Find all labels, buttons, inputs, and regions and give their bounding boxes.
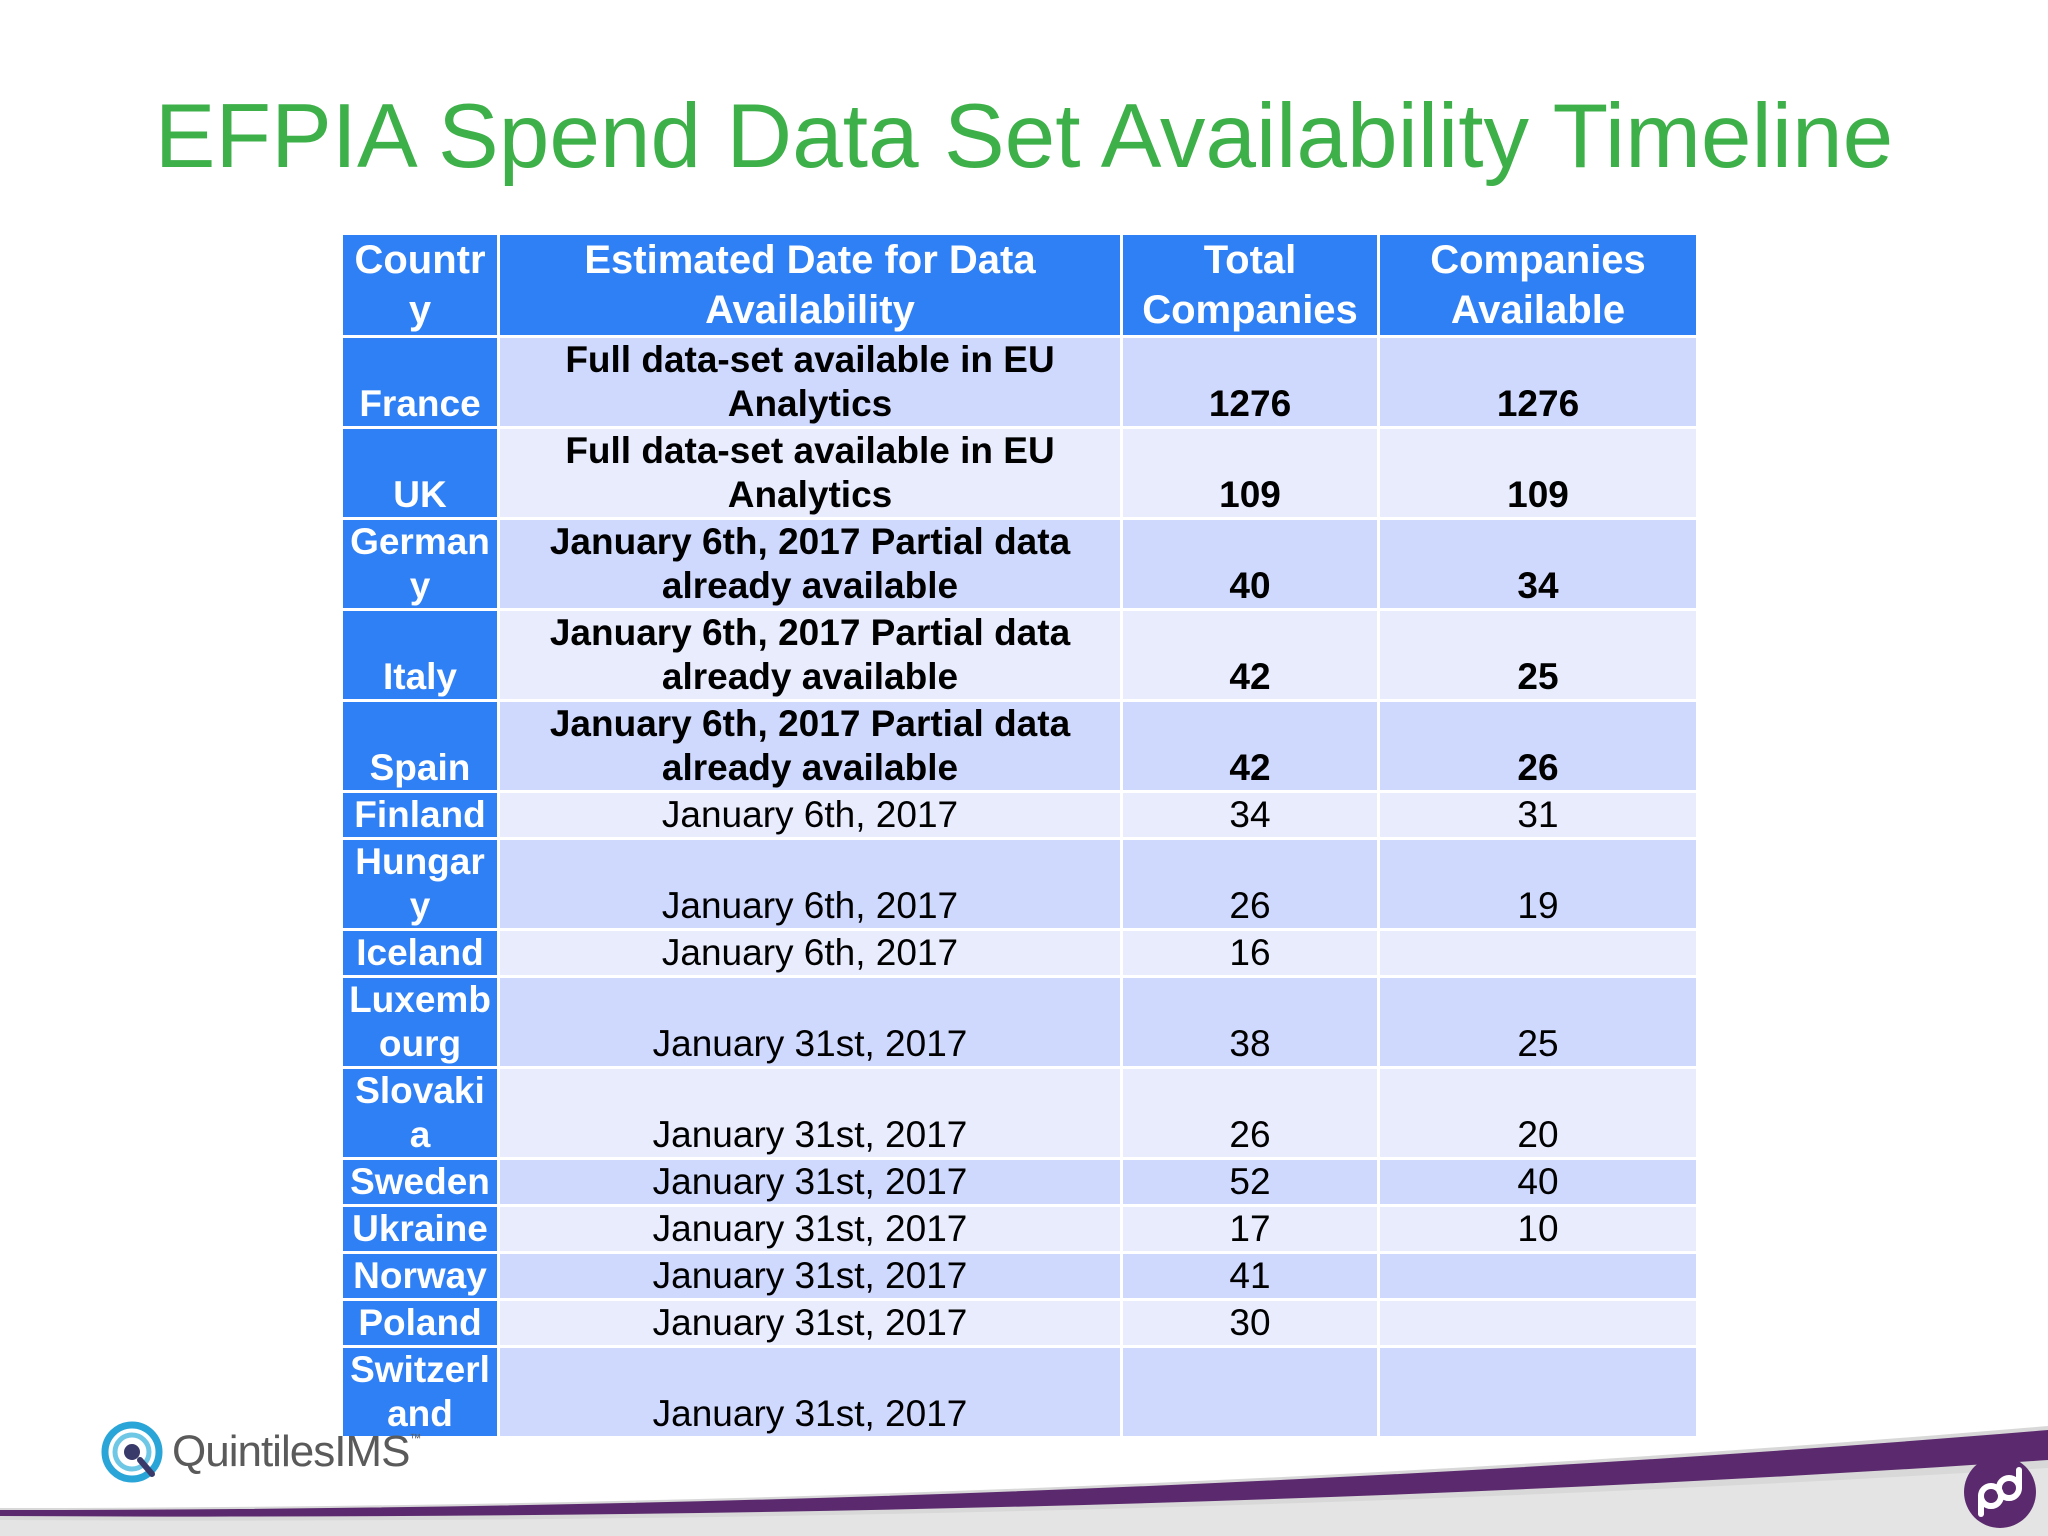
date-cell: January 31st, 2017 — [500, 1207, 1120, 1251]
availability-table: Country Estimated Date for Data Availabi… — [340, 232, 1699, 1439]
available-cell — [1380, 1254, 1696, 1298]
table-row: Hungary January 6th, 2017 26 19 — [343, 840, 1696, 928]
total-cell: 30 — [1123, 1301, 1377, 1345]
date-cell: January 31st, 2017 — [500, 1254, 1120, 1298]
table-row: Norway January 31st, 2017 41 — [343, 1254, 1696, 1298]
country-cell: Iceland — [343, 931, 497, 975]
available-cell: 109 — [1380, 429, 1696, 517]
table-row: UK Full data-set available in EU Analyti… — [343, 429, 1696, 517]
total-cell: 42 — [1123, 611, 1377, 699]
country-cell: Germany — [343, 520, 497, 608]
available-cell: 1276 — [1380, 338, 1696, 426]
available-cell: 34 — [1380, 520, 1696, 608]
available-cell — [1380, 1348, 1696, 1436]
country-cell: Poland — [343, 1301, 497, 1345]
date-cell: January 31st, 2017 — [500, 1069, 1120, 1157]
available-cell: 40 — [1380, 1160, 1696, 1204]
footer-swoosh — [0, 1426, 2048, 1536]
date-cell: January 6th, 2017 — [500, 840, 1120, 928]
table-row: Luxembourg January 31st, 2017 38 25 — [343, 978, 1696, 1066]
quintilesims-logo-icon — [101, 1421, 163, 1483]
date-cell: January 6th, 2017 — [500, 793, 1120, 837]
available-cell: 19 — [1380, 840, 1696, 928]
table-row: Italy January 6th, 2017 Partial data alr… — [343, 611, 1696, 699]
available-cell: 20 — [1380, 1069, 1696, 1157]
date-cell: January 6th, 2017 Partial data already a… — [500, 702, 1120, 790]
country-cell: Sweden — [343, 1160, 497, 1204]
table-row: Sweden January 31st, 2017 52 40 — [343, 1160, 1696, 1204]
date-cell: January 31st, 2017 — [500, 978, 1120, 1066]
total-cell: 34 — [1123, 793, 1377, 837]
available-cell — [1380, 931, 1696, 975]
date-cell: January 31st, 2017 — [500, 1348, 1120, 1436]
total-cell: 17 — [1123, 1207, 1377, 1251]
header-date: Estimated Date for Data Availability — [500, 235, 1120, 335]
country-cell: Luxembourg — [343, 978, 497, 1066]
available-cell: 26 — [1380, 702, 1696, 790]
country-cell: Ukraine — [343, 1207, 497, 1251]
country-cell: Slovakia — [343, 1069, 497, 1157]
total-cell: 42 — [1123, 702, 1377, 790]
table-row: Spain January 6th, 2017 Partial data alr… — [343, 702, 1696, 790]
date-cell: January 31st, 2017 — [500, 1301, 1120, 1345]
total-cell: 40 — [1123, 520, 1377, 608]
table-row: Slovakia January 31st, 2017 26 20 — [343, 1069, 1696, 1157]
available-cell: 10 — [1380, 1207, 1696, 1251]
total-cell: 26 — [1123, 1069, 1377, 1157]
brand-name: QuintilesIMS™ — [172, 1427, 421, 1476]
country-cell: UK — [343, 429, 497, 517]
available-cell — [1380, 1301, 1696, 1345]
country-cell: Switzerland — [343, 1348, 497, 1436]
table-row: Poland January 31st, 2017 30 — [343, 1301, 1696, 1345]
date-cell: Full data-set available in EU Analytics — [500, 429, 1120, 517]
total-cell: 52 — [1123, 1160, 1377, 1204]
country-cell: Spain — [343, 702, 497, 790]
date-cell: January 6th, 2017 — [500, 931, 1120, 975]
total-cell: 26 — [1123, 840, 1377, 928]
table-row: Finland January 6th, 2017 34 31 — [343, 793, 1696, 837]
country-cell: Hungary — [343, 840, 497, 928]
available-cell: 25 — [1380, 611, 1696, 699]
country-cell: Finland — [343, 793, 497, 837]
qd-corner-logo-icon — [1964, 1456, 2036, 1528]
table-row: Switzerland January 31st, 2017 — [343, 1348, 1696, 1436]
table-row: Ukraine January 31st, 2017 17 10 — [343, 1207, 1696, 1251]
table-row: Iceland January 6th, 2017 16 — [343, 931, 1696, 975]
header-total-companies: Total Companies — [1123, 235, 1377, 335]
total-cell — [1123, 1348, 1377, 1436]
header-companies-available: Companies Available — [1380, 235, 1696, 335]
table-row: France Full data-set available in EU Ana… — [343, 338, 1696, 426]
total-cell: 16 — [1123, 931, 1377, 975]
country-cell: Italy — [343, 611, 497, 699]
total-cell: 109 — [1123, 429, 1377, 517]
date-cell: January 6th, 2017 Partial data already a… — [500, 520, 1120, 608]
country-cell: France — [343, 338, 497, 426]
brand-logo: QuintilesIMS™ — [100, 1420, 421, 1484]
available-cell: 25 — [1380, 978, 1696, 1066]
total-cell: 41 — [1123, 1254, 1377, 1298]
table-header-row: Country Estimated Date for Data Availabi… — [343, 235, 1696, 335]
date-cell: Full data-set available in EU Analytics — [500, 338, 1120, 426]
date-cell: January 6th, 2017 Partial data already a… — [500, 611, 1120, 699]
total-cell: 38 — [1123, 978, 1377, 1066]
slide-title: EFPIA Spend Data Set Availability Timeli… — [154, 86, 1894, 187]
available-cell: 31 — [1380, 793, 1696, 837]
country-cell: Norway — [343, 1254, 497, 1298]
table-row: Germany January 6th, 2017 Partial data a… — [343, 520, 1696, 608]
header-country: Country — [343, 235, 497, 335]
date-cell: January 31st, 2017 — [500, 1160, 1120, 1204]
total-cell: 1276 — [1123, 338, 1377, 426]
